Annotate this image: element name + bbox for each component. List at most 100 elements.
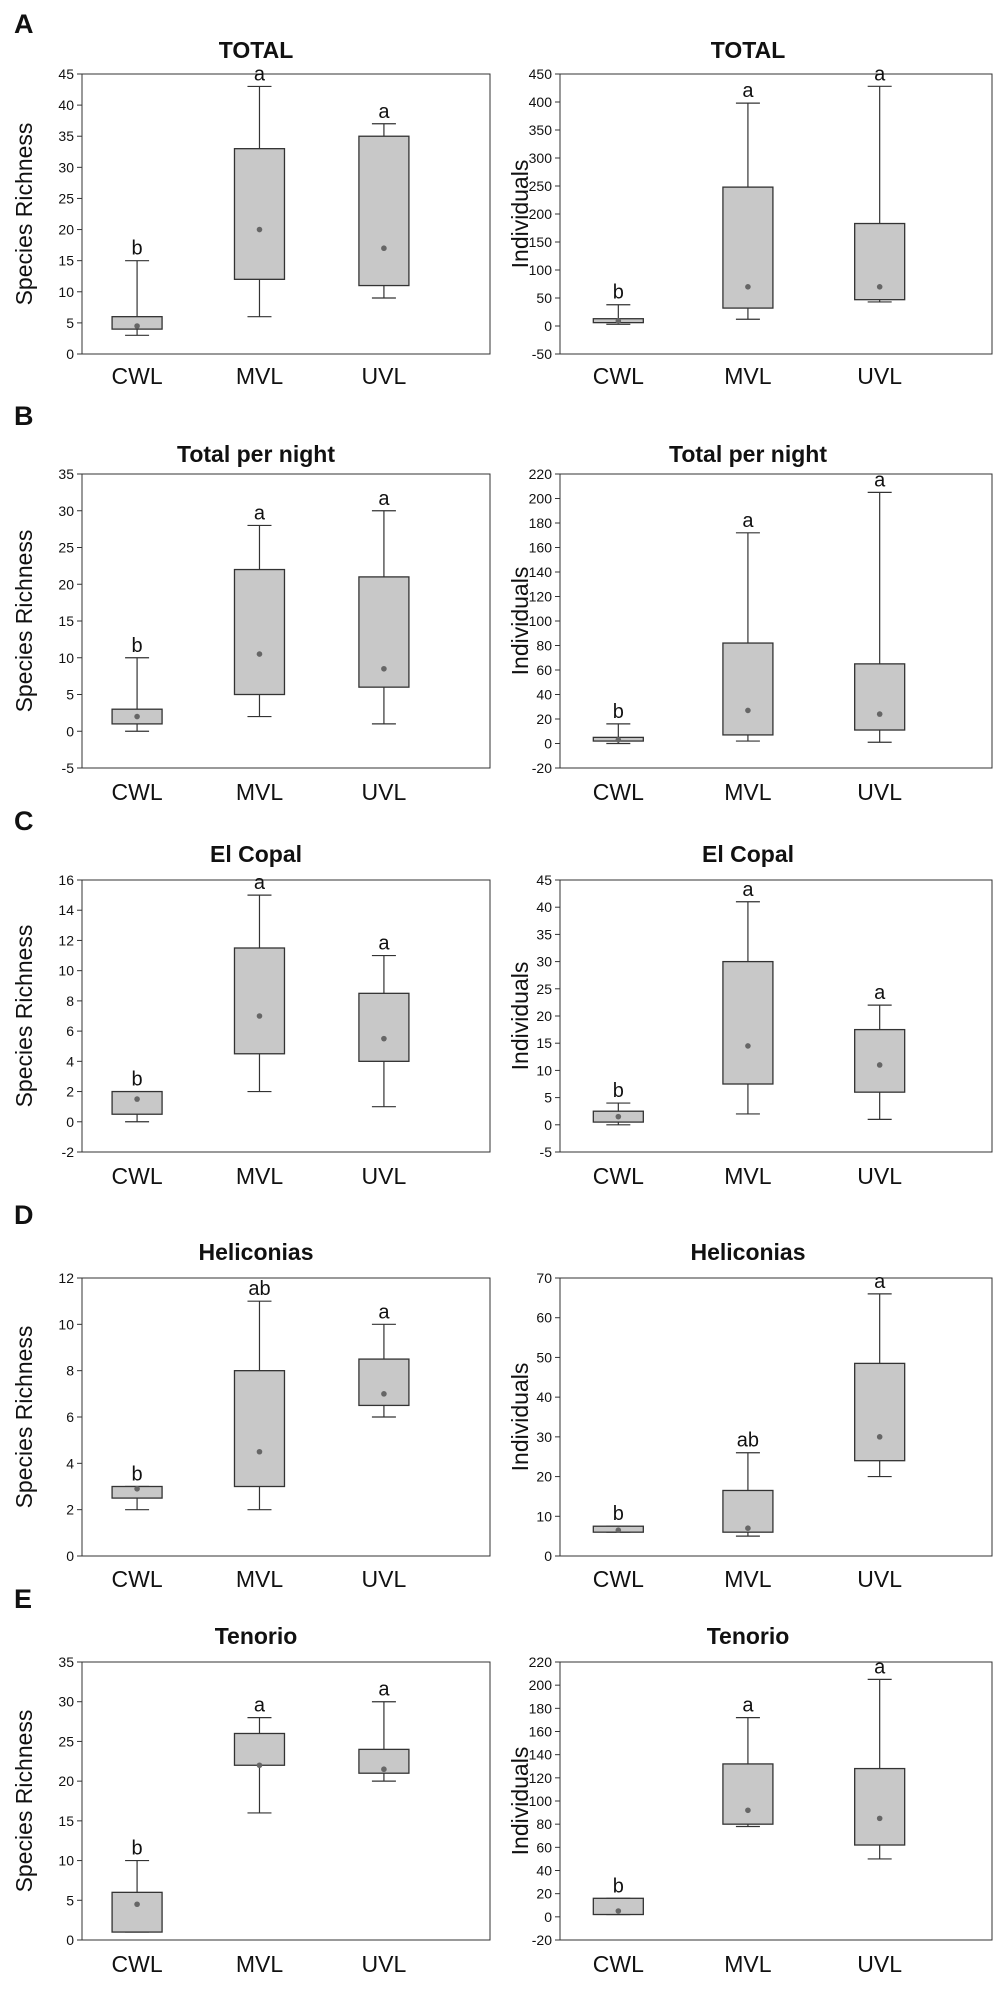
panel-title: El Copal — [702, 841, 794, 867]
mean-marker — [256, 226, 263, 233]
y-tick-label: 20 — [536, 1886, 552, 1902]
y-tick-label: 2 — [66, 1502, 74, 1518]
y-tick-label: 10 — [58, 1853, 74, 1869]
significance-letter: b — [132, 1838, 143, 1860]
x-category-label: UVL — [857, 1163, 902, 1189]
box-uvl: a UVL — [854, 982, 906, 1189]
y-tick-label: 40 — [536, 1863, 552, 1879]
y-tick-label: 20 — [58, 1773, 74, 1789]
box-cwl: b CWL — [592, 701, 644, 805]
x-category-label: CWL — [593, 363, 644, 389]
x-category-label: MVL — [236, 1566, 284, 1592]
significance-letter: ab — [737, 1430, 759, 1452]
y-tick-label: 50 — [536, 1349, 552, 1365]
y-axis-label: Individuals — [507, 1363, 533, 1472]
y-tick-label: 160 — [529, 540, 553, 556]
y-tick-label: 200 — [529, 491, 553, 507]
y-tick-label: 40 — [58, 97, 74, 113]
y-tick-label: 0 — [544, 318, 552, 334]
mean-marker — [876, 1815, 883, 1822]
y-tick-label: -2 — [62, 1144, 75, 1160]
y-tick-label: 8 — [66, 993, 74, 1009]
y-tick-label: -20 — [532, 1932, 552, 1948]
mean-marker — [134, 713, 140, 720]
box-cwl: b CWL — [111, 1464, 163, 1592]
panel-row-c: C El Copal Species Richness -2 0 2 4 6 8 10 12 14 16… — [11, 806, 993, 1189]
iqr-box — [854, 663, 906, 731]
y-tick-label: 12 — [58, 932, 74, 948]
y-tick-label: 30 — [58, 159, 74, 175]
mean-marker — [876, 284, 883, 290]
y-tick-label: 6 — [66, 1023, 74, 1039]
significance-letter: b — [613, 1503, 624, 1525]
box-cwl: b CWL — [592, 1080, 644, 1189]
mean-marker — [381, 1391, 387, 1397]
y-tick-label: 100 — [529, 613, 553, 629]
mean-marker — [745, 1043, 751, 1049]
y-tick-label: 60 — [536, 1310, 552, 1326]
y-tick-label: 40 — [536, 1389, 552, 1405]
significance-letter: a — [254, 502, 266, 524]
iqr-box — [854, 1362, 906, 1462]
y-tick-label: 4 — [66, 1053, 74, 1069]
y-tick-label: 45 — [536, 872, 552, 888]
iqr-box — [722, 1763, 774, 1825]
mean-marker — [134, 323, 140, 329]
mean-marker — [876, 711, 883, 717]
x-category-label: UVL — [362, 1951, 407, 1977]
y-tick-label: 140 — [529, 564, 553, 580]
y-tick-label: 20 — [58, 576, 74, 592]
box-mvl: a MVL — [233, 1695, 286, 1977]
panel-title: TOTAL — [711, 37, 786, 63]
panel-row-a: A TOTAL Species Richness 0 5 10 15 20 25 30 35 40 45… — [11, 9, 993, 389]
y-tick-label: 0 — [66, 1114, 74, 1130]
x-category-label: UVL — [362, 1566, 407, 1592]
y-tick-label: 10 — [58, 1316, 74, 1332]
x-category-label: CWL — [593, 1951, 644, 1977]
significance-letter: a — [378, 1301, 390, 1323]
y-tick-label: 10 — [58, 284, 74, 300]
iqr-box — [358, 1358, 410, 1407]
iqr-box — [722, 1489, 774, 1533]
y-tick-label: 25 — [58, 540, 74, 556]
x-category-label: MVL — [724, 1163, 772, 1189]
box-cwl: b CWL — [111, 1069, 163, 1189]
y-tick-label: 100 — [529, 262, 553, 278]
y-tick-label: 35 — [58, 466, 74, 482]
y-tick-label: 35 — [536, 926, 552, 942]
x-category-label: MVL — [236, 1163, 284, 1189]
row-letter: D — [14, 1200, 34, 1230]
x-category-label: MVL — [236, 363, 284, 389]
row-letter: C — [14, 806, 34, 836]
y-tick-label: 8 — [66, 1363, 74, 1379]
mean-marker — [256, 651, 263, 657]
x-category-label: UVL — [857, 779, 902, 805]
y-tick-label: 50 — [536, 290, 552, 306]
iqr-box — [358, 135, 410, 287]
panel-title: Tenorio — [707, 1623, 790, 1649]
x-category-label: MVL — [236, 1951, 284, 1977]
row-letter: E — [14, 1584, 32, 1614]
x-category-label: CWL — [593, 779, 644, 805]
x-category-label: CWL — [112, 1163, 163, 1189]
significance-letter: a — [742, 879, 754, 901]
y-tick-label: 2 — [66, 1084, 74, 1100]
y-tick-label: 35 — [58, 1654, 74, 1670]
significance-letter: b — [613, 1080, 624, 1102]
box-mvl: a MVL — [722, 510, 774, 805]
boxplot-panel: Heliconias Species Richness 0 2 4 6 8 10 12 b CWL a… — [11, 1239, 491, 1592]
y-tick-label: 0 — [544, 1548, 552, 1564]
y-tick-label: 12 — [58, 1270, 74, 1286]
box-mvl: ab MVL — [233, 1278, 286, 1592]
y-tick-label: 180 — [529, 1700, 553, 1716]
y-tick-label: -20 — [532, 760, 552, 776]
box-uvl: a UVL — [854, 1271, 906, 1592]
significance-letter: a — [254, 872, 266, 894]
plot-frame — [81, 1277, 491, 1557]
x-category-label: CWL — [112, 1566, 163, 1592]
x-category-label: UVL — [857, 363, 902, 389]
box-uvl: a UVL — [358, 933, 410, 1189]
y-tick-label: 25 — [58, 190, 74, 206]
iqr-box — [722, 186, 774, 309]
box-mvl: a MVL — [722, 879, 774, 1189]
